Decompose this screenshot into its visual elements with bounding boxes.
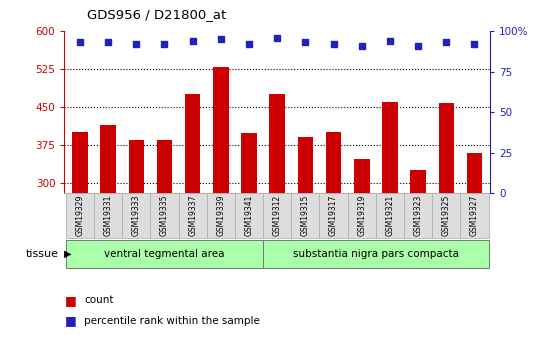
- Bar: [235, 193, 263, 238]
- Point: [245, 41, 254, 47]
- Text: GSM19321: GSM19321: [385, 195, 394, 236]
- Bar: [100, 125, 116, 193]
- Text: GSM19317: GSM19317: [329, 195, 338, 236]
- Bar: [326, 132, 342, 193]
- Point: [76, 40, 85, 45]
- Bar: [297, 137, 313, 193]
- Text: GSM19333: GSM19333: [132, 195, 141, 236]
- Point: [132, 41, 141, 47]
- Bar: [213, 67, 228, 193]
- Text: count: count: [84, 295, 114, 305]
- Text: GSM19337: GSM19337: [188, 195, 197, 236]
- Point: [442, 40, 451, 45]
- Point: [301, 40, 310, 45]
- Text: GSM19329: GSM19329: [76, 195, 85, 236]
- Bar: [179, 193, 207, 238]
- Bar: [129, 140, 144, 193]
- Bar: [354, 159, 370, 193]
- Bar: [263, 193, 291, 238]
- Bar: [460, 193, 488, 238]
- Bar: [263, 239, 488, 268]
- Point: [414, 43, 423, 48]
- Text: percentile rank within the sample: percentile rank within the sample: [84, 316, 260, 326]
- Bar: [241, 134, 257, 193]
- Text: GSM19335: GSM19335: [160, 195, 169, 236]
- Bar: [269, 95, 285, 193]
- Point: [329, 41, 338, 47]
- Bar: [404, 193, 432, 238]
- Text: GSM19325: GSM19325: [442, 195, 451, 236]
- Bar: [94, 193, 122, 238]
- Text: GSM19341: GSM19341: [245, 195, 254, 236]
- Bar: [438, 103, 454, 193]
- Bar: [382, 102, 398, 193]
- Text: GSM19323: GSM19323: [414, 195, 423, 236]
- Point: [470, 41, 479, 47]
- Bar: [157, 140, 172, 193]
- Bar: [376, 193, 404, 238]
- Point: [160, 41, 169, 47]
- Text: ventral tegmental area: ventral tegmental area: [104, 249, 225, 258]
- Text: GSM19327: GSM19327: [470, 195, 479, 236]
- Bar: [151, 193, 179, 238]
- Bar: [466, 152, 482, 193]
- Point: [104, 40, 113, 45]
- Text: ▶: ▶: [64, 249, 71, 258]
- Text: GSM19339: GSM19339: [216, 195, 225, 236]
- Bar: [72, 132, 88, 193]
- Bar: [207, 193, 235, 238]
- Point: [216, 37, 225, 42]
- Text: GSM19315: GSM19315: [301, 195, 310, 236]
- Bar: [66, 193, 94, 238]
- Point: [385, 38, 394, 43]
- Text: tissue: tissue: [26, 249, 59, 258]
- Point: [357, 43, 366, 48]
- Text: GSM19319: GSM19319: [357, 195, 366, 236]
- Point: [188, 38, 197, 43]
- Bar: [319, 193, 348, 238]
- Text: GSM19312: GSM19312: [273, 195, 282, 236]
- Text: ■: ■: [64, 294, 76, 307]
- Text: GSM19331: GSM19331: [104, 195, 113, 236]
- Bar: [122, 193, 151, 238]
- Bar: [348, 193, 376, 238]
- Bar: [291, 193, 319, 238]
- Bar: [66, 239, 263, 268]
- Text: substantia nigra pars compacta: substantia nigra pars compacta: [293, 249, 459, 258]
- Bar: [410, 170, 426, 193]
- Bar: [185, 95, 200, 193]
- Bar: [432, 193, 460, 238]
- Text: ■: ■: [64, 314, 76, 327]
- Text: GDS956 / D21800_at: GDS956 / D21800_at: [87, 8, 226, 21]
- Point: [273, 35, 282, 40]
